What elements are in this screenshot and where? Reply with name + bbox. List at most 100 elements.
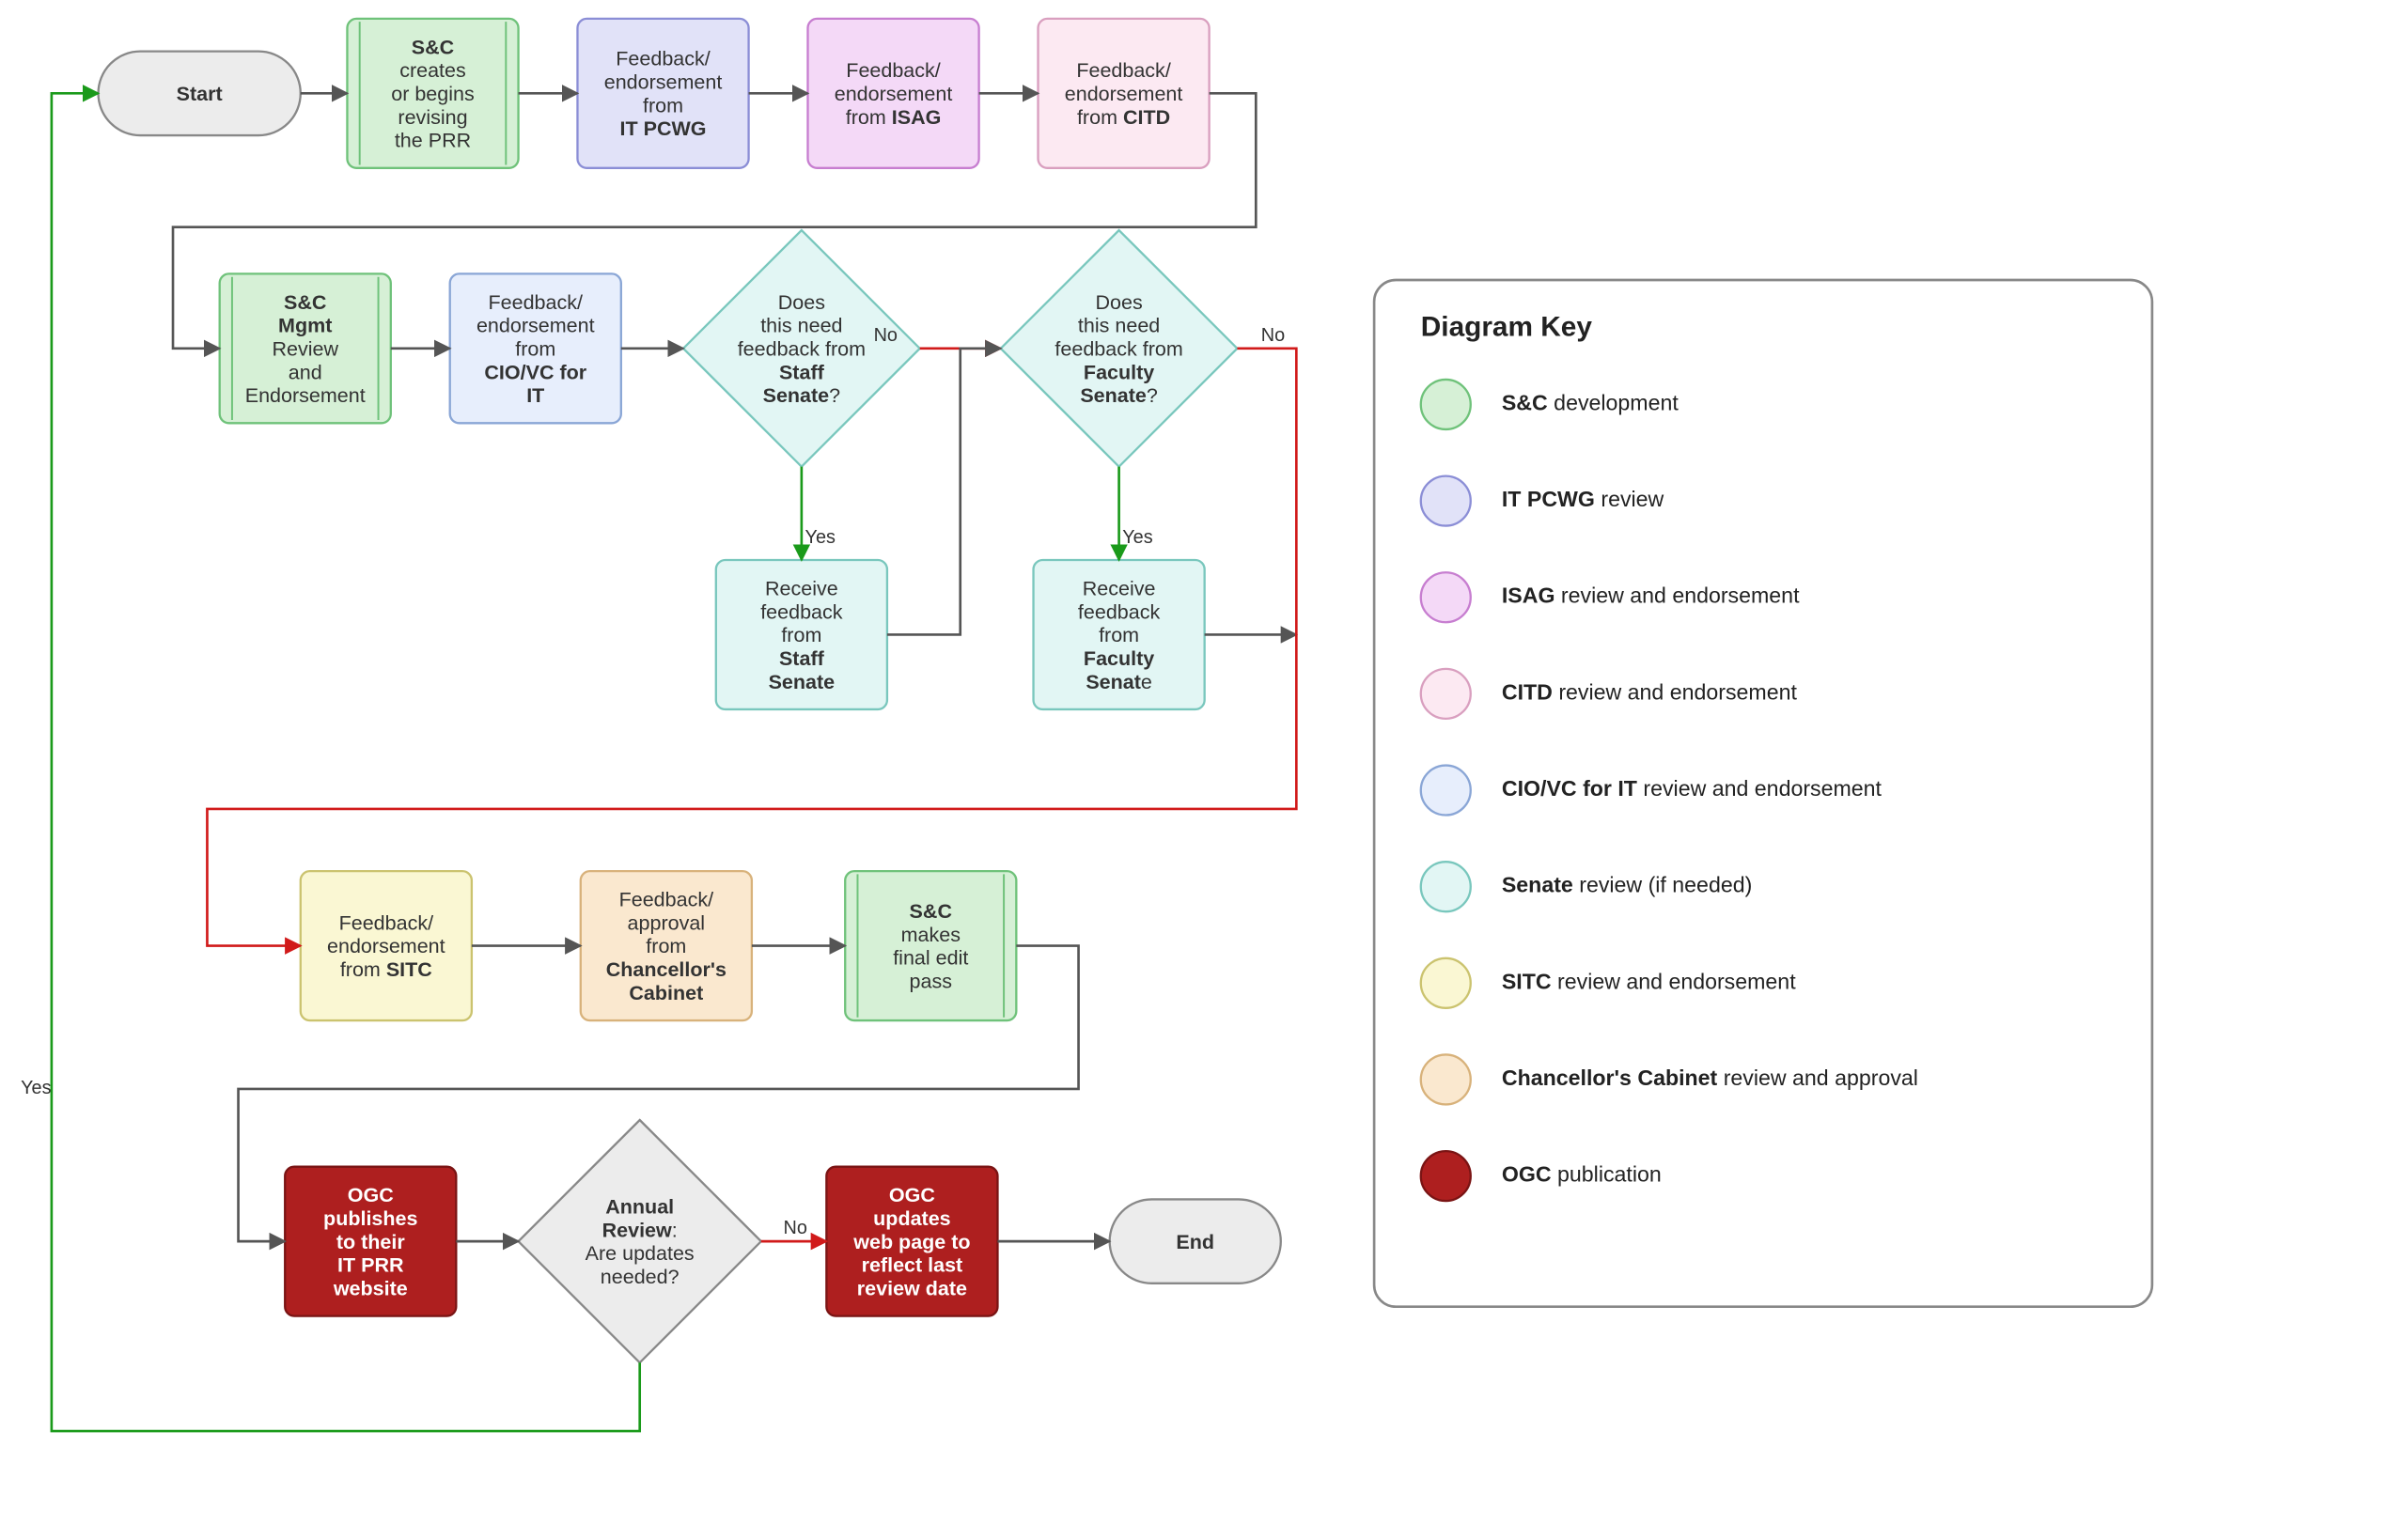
svg-text:Receive: Receive bbox=[765, 577, 838, 599]
svg-text:endorsement: endorsement bbox=[477, 314, 595, 336]
svg-text:or begins: or begins bbox=[391, 83, 475, 105]
svg-text:OGC: OGC bbox=[348, 1184, 394, 1206]
svg-text:pass: pass bbox=[910, 970, 952, 992]
svg-text:Feedback/: Feedback/ bbox=[489, 291, 583, 314]
svg-text:Feedback/: Feedback/ bbox=[846, 59, 940, 82]
svg-text:Feedback/: Feedback/ bbox=[339, 911, 433, 934]
node-ogc_pub: OGCpublishesto theirIT PRRwebsite bbox=[285, 1167, 456, 1316]
svg-text:feedback: feedback bbox=[760, 600, 843, 623]
svg-text:Chancellor's Cabinet review an: Chancellor's Cabinet review and approval bbox=[1502, 1066, 1918, 1090]
svg-text:S&C development: S&C development bbox=[1502, 391, 1679, 415]
svg-text:to their: to their bbox=[336, 1230, 406, 1252]
svg-text:Receive: Receive bbox=[1083, 577, 1156, 599]
svg-text:Review:: Review: bbox=[602, 1219, 678, 1241]
svg-text:Senate: Senate bbox=[1086, 670, 1152, 692]
node-r_staff: ReceivefeedbackfromStaffSenate bbox=[716, 560, 887, 709]
svg-text:Chancellor's: Chancellor's bbox=[606, 958, 726, 981]
svg-text:endorsement: endorsement bbox=[327, 935, 445, 957]
svg-text:from: from bbox=[515, 337, 555, 360]
svg-text:CITD review and endorsement: CITD review and endorsement bbox=[1502, 680, 1798, 705]
svg-text:Senate review (if needed): Senate review (if needed) bbox=[1502, 873, 1752, 897]
svg-text:from: from bbox=[646, 935, 686, 957]
svg-text:Senate?: Senate? bbox=[1080, 384, 1158, 407]
svg-text:Yes: Yes bbox=[805, 527, 836, 548]
svg-text:endorsement: endorsement bbox=[604, 70, 723, 93]
svg-text:Review: Review bbox=[272, 337, 338, 360]
node-ciovc: Feedback/endorsementfromCIO/VC forIT bbox=[450, 273, 621, 423]
svg-text:OGC: OGC bbox=[889, 1184, 935, 1206]
node-citd: Feedback/endorsementfrom CITD bbox=[1039, 19, 1210, 168]
svg-text:Are updates: Are updates bbox=[586, 1242, 695, 1265]
svg-text:this need: this need bbox=[1078, 314, 1160, 336]
svg-text:CIO/VC for: CIO/VC for bbox=[484, 361, 586, 383]
svg-text:final edit: final edit bbox=[893, 946, 968, 969]
svg-text:Senate?: Senate? bbox=[763, 384, 841, 407]
svg-text:Annual: Annual bbox=[605, 1195, 674, 1218]
svg-text:website: website bbox=[333, 1277, 408, 1299]
svg-text:Start: Start bbox=[177, 83, 223, 105]
svg-text:revising: revising bbox=[398, 106, 467, 129]
svg-text:from SITC: from SITC bbox=[340, 958, 432, 981]
svg-text:needed?: needed? bbox=[601, 1266, 680, 1288]
svg-text:from ISAG: from ISAG bbox=[846, 106, 942, 129]
node-sitc: Feedback/endorsementfrom SITC bbox=[301, 871, 472, 1020]
svg-text:feedback from: feedback from bbox=[738, 337, 866, 360]
svg-text:publishes: publishes bbox=[323, 1207, 417, 1230]
svg-text:Feedback/: Feedback/ bbox=[616, 47, 710, 70]
svg-text:Does: Does bbox=[778, 291, 825, 314]
svg-text:Endorsement: Endorsement bbox=[245, 384, 366, 407]
svg-text:Faculty: Faculty bbox=[1084, 647, 1154, 670]
svg-text:from: from bbox=[643, 94, 683, 117]
svg-text:Staff: Staff bbox=[779, 361, 825, 383]
node-cabinet: Feedback/approvalfromChancellor'sCabinet bbox=[581, 871, 752, 1020]
svg-text:SITC review and endorsement: SITC review and endorsement bbox=[1502, 969, 1796, 993]
svg-text:from: from bbox=[1099, 624, 1139, 646]
node-isag: Feedback/endorsementfrom ISAG bbox=[807, 19, 978, 168]
svg-text:End: End bbox=[1176, 1230, 1214, 1252]
svg-text:Cabinet: Cabinet bbox=[629, 982, 703, 1004]
svg-text:from: from bbox=[781, 624, 821, 646]
svg-text:Mgmt: Mgmt bbox=[278, 314, 332, 336]
svg-text:this need: this need bbox=[760, 314, 842, 336]
node-q_annual: AnnualReview:Are updatesneeded? bbox=[519, 1120, 761, 1362]
node-r_fac: ReceivefeedbackfromFacultySenate bbox=[1034, 560, 1205, 709]
svg-text:IT PCWG review: IT PCWG review bbox=[1502, 487, 1664, 511]
svg-text:IT PRR: IT PRR bbox=[337, 1253, 404, 1276]
svg-text:No: No bbox=[784, 1218, 807, 1238]
svg-text:creates: creates bbox=[399, 59, 466, 82]
diagram-key: Diagram Key S&C development IT PCWG review… bbox=[1374, 280, 2152, 1307]
svg-text:S&C: S&C bbox=[284, 291, 326, 314]
svg-text:No: No bbox=[1261, 325, 1285, 346]
svg-text:Staff: Staff bbox=[779, 647, 825, 670]
svg-text:No: No bbox=[874, 325, 898, 346]
node-end: End bbox=[1110, 1199, 1281, 1283]
flowchart-diagram: Start S&Ccreatesor beginsrevisingthe PRR F… bbox=[0, 0, 2406, 1540]
svg-text:Yes: Yes bbox=[21, 1078, 51, 1098]
svg-text:Feedback/: Feedback/ bbox=[1076, 59, 1170, 82]
node-ogc_upd: OGCupdatesweb page toreflect lastreview … bbox=[826, 1167, 997, 1316]
svg-text:Senate: Senate bbox=[769, 670, 836, 692]
svg-text:S&C: S&C bbox=[412, 36, 454, 58]
svg-text:Diagram Key: Diagram Key bbox=[1421, 312, 1593, 343]
svg-text:endorsement: endorsement bbox=[835, 83, 953, 105]
node-q_staff: Doesthis needfeedback fromStaffSenate? bbox=[683, 230, 920, 467]
node-sc_mgmt: S&CMgmtReviewandEndorsement bbox=[220, 273, 391, 423]
svg-text:IT PCWG: IT PCWG bbox=[620, 117, 707, 140]
node-q_fac: Doesthis needfeedback fromFacultySenate? bbox=[1001, 230, 1238, 467]
svg-text:feedback: feedback bbox=[1078, 600, 1161, 623]
svg-text:updates: updates bbox=[873, 1207, 951, 1230]
svg-text:web page to: web page to bbox=[852, 1230, 970, 1252]
svg-text:approval: approval bbox=[628, 911, 706, 934]
svg-text:IT: IT bbox=[526, 384, 544, 407]
node-sc_create: S&Ccreatesor beginsrevisingthe PRR bbox=[347, 19, 518, 168]
svg-text:S&C: S&C bbox=[910, 900, 952, 923]
svg-text:feedback from: feedback from bbox=[1055, 337, 1182, 360]
svg-text:makes: makes bbox=[901, 924, 961, 946]
svg-text:and: and bbox=[289, 361, 322, 383]
svg-text:reflect last: reflect last bbox=[862, 1253, 963, 1276]
svg-text:Feedback/: Feedback/ bbox=[619, 888, 713, 910]
svg-text:endorsement: endorsement bbox=[1065, 83, 1183, 105]
node-start: Start bbox=[99, 52, 301, 135]
svg-text:Faculty: Faculty bbox=[1084, 361, 1154, 383]
svg-text:Does: Does bbox=[1095, 291, 1142, 314]
